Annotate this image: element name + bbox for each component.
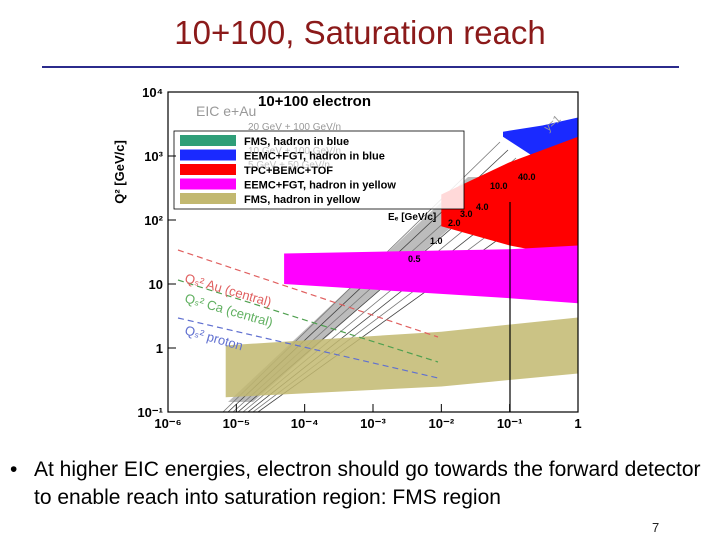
x-tick-label: 1 bbox=[574, 416, 581, 431]
band-2 bbox=[284, 245, 578, 304]
qs-proton-curve bbox=[177, 317, 439, 379]
legend-swatch bbox=[180, 149, 236, 161]
legend-label: FMS, hadron in blue bbox=[244, 136, 349, 148]
slide-title: 10+100, Saturation reach bbox=[174, 14, 546, 51]
band-1 bbox=[441, 136, 578, 259]
background-legend-1: 20 GeV + 100 GeV/n bbox=[248, 122, 341, 133]
slide-number: 7 bbox=[652, 520, 660, 535]
chart-subtitle: EIC e+Au bbox=[196, 103, 256, 119]
legend-label: EEMC+FGT, hadron in yellow bbox=[244, 180, 396, 192]
y-tick-label: 1 bbox=[156, 341, 163, 356]
legend-swatch bbox=[180, 193, 236, 204]
qs-au-curve bbox=[177, 249, 439, 338]
y-axis-label: Q² [GeV/c] bbox=[112, 140, 127, 204]
electron-energy-label: 40.0 bbox=[518, 172, 536, 182]
electron-energy-label: 4.0 bbox=[476, 202, 489, 212]
legend-swatch bbox=[180, 178, 236, 190]
y-tick-label: 10² bbox=[144, 213, 163, 228]
x-tick-label: 10⁻² bbox=[429, 416, 455, 431]
y-tick-label: 10³ bbox=[144, 149, 163, 164]
background-legend-2: 10 GeV + 100 GeV/n bbox=[248, 146, 341, 157]
title-divider bbox=[42, 66, 679, 68]
legend-label: EEMC+FGT, hadron in blue bbox=[244, 151, 385, 163]
saturation-reach-chart: FMS, hadron in blue EEMC+FGT, hadron in b… bbox=[112, 85, 582, 431]
chart-title: 10+100 electron bbox=[258, 93, 371, 110]
electron-energy-label: 3.0 bbox=[460, 209, 473, 219]
x-tick-label: 10⁻¹ bbox=[497, 416, 523, 431]
electron-energy-label: 1.0 bbox=[430, 236, 443, 246]
ee-axis-label: Eₑ [GeV/c] bbox=[388, 212, 436, 223]
electron-energy-label: 10.0 bbox=[490, 181, 508, 191]
bullet-dot: • bbox=[10, 458, 18, 481]
bullet-text: At higher EIC energies, electron should … bbox=[34, 458, 701, 509]
legend-label: TPC+BEMC+TOF bbox=[244, 165, 333, 177]
x-tick-label: 10⁻³ bbox=[360, 416, 386, 431]
y-tick-label: 10⁻¹ bbox=[137, 405, 163, 420]
x-tick-label: 10⁻⁴ bbox=[291, 416, 319, 431]
x-tick-label: 10⁻⁵ bbox=[223, 416, 250, 431]
y-tick-label: 10 bbox=[149, 277, 163, 292]
background-legend-3: 5 GeV + 50 GeV/n bbox=[248, 160, 330, 171]
y-tick-label: 10⁴ bbox=[142, 85, 163, 100]
legend-swatch bbox=[180, 135, 236, 146]
legend: FMS, hadron in blue EEMC+FGT, hadron in b… bbox=[173, 122, 465, 210]
electron-energy-label: 0.5 bbox=[408, 254, 421, 264]
band-3 bbox=[225, 317, 578, 398]
legend-label: FMS, hadron in yellow bbox=[244, 194, 361, 206]
x-tick-label: 10⁻⁶ bbox=[154, 416, 181, 431]
qs-ca-curve bbox=[177, 279, 439, 363]
electron-energy-label: 2.0 bbox=[448, 218, 461, 228]
legend-swatch bbox=[180, 164, 236, 175]
